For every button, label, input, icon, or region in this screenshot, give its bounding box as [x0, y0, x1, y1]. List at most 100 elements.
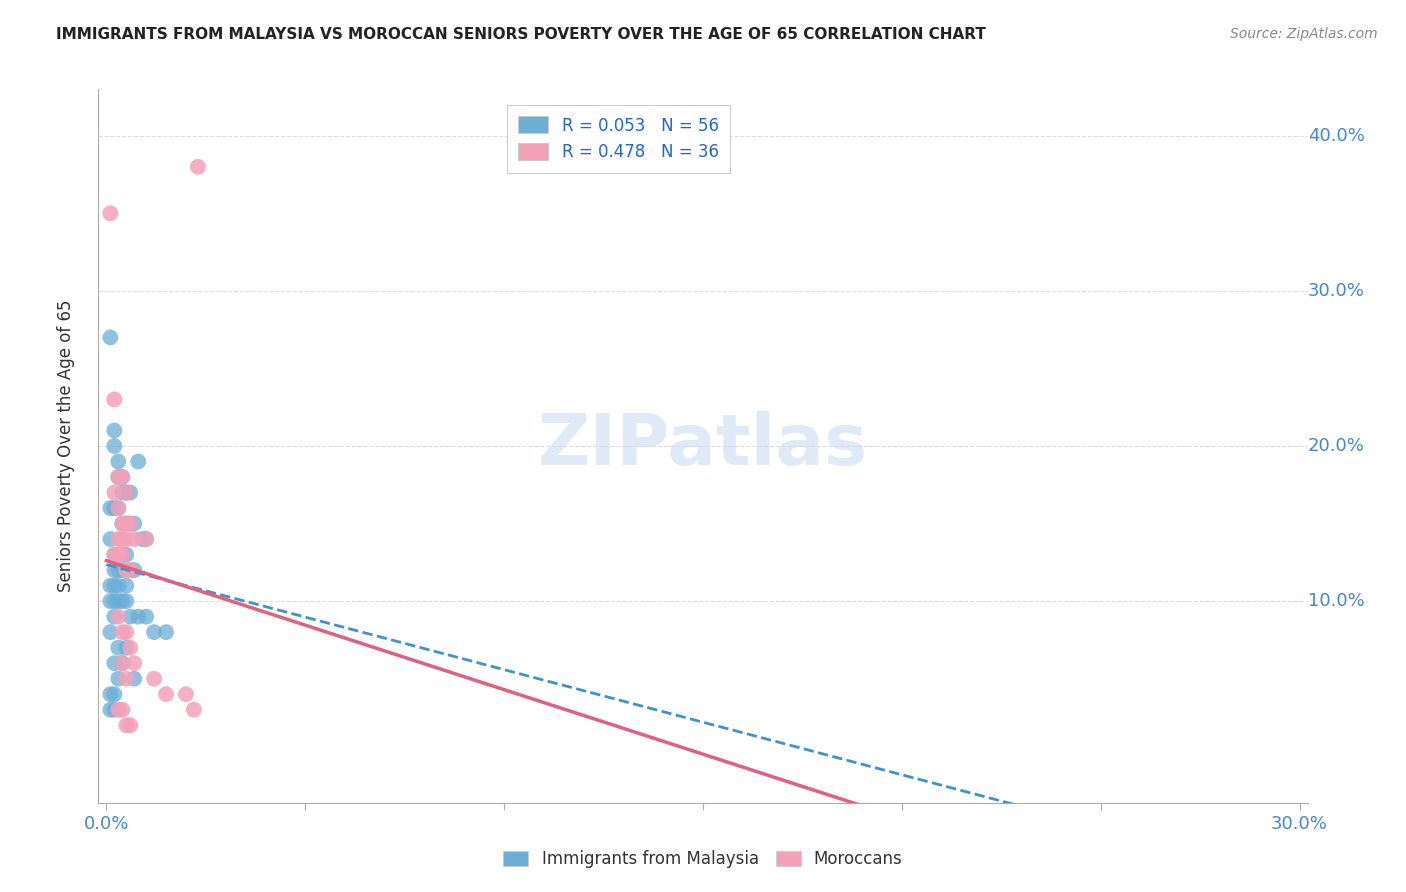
Point	[135, 609, 157, 624]
Point	[107, 563, 129, 577]
Point	[111, 548, 134, 562]
Point	[103, 703, 125, 717]
Point	[111, 548, 134, 562]
Point	[115, 548, 138, 562]
Legend: Immigrants from Malaysia, Moroccans: Immigrants from Malaysia, Moroccans	[496, 844, 910, 875]
Point	[111, 516, 134, 531]
Point	[111, 625, 134, 640]
Point	[183, 703, 205, 717]
Point	[122, 516, 145, 531]
Point	[120, 563, 142, 577]
Point	[103, 548, 125, 562]
Point	[107, 609, 129, 624]
Point	[107, 703, 129, 717]
Point	[107, 532, 129, 546]
Point	[122, 532, 145, 546]
Point	[107, 501, 129, 516]
Point	[98, 330, 121, 344]
Point	[103, 594, 125, 608]
Point	[103, 609, 125, 624]
Point	[98, 501, 121, 516]
Point	[120, 516, 142, 531]
Point	[115, 672, 138, 686]
Point	[107, 672, 129, 686]
Text: 20.0%: 20.0%	[1308, 437, 1364, 455]
Point	[127, 609, 149, 624]
Point	[107, 501, 129, 516]
Point	[111, 563, 134, 577]
Point	[103, 485, 125, 500]
Text: 10.0%: 10.0%	[1308, 592, 1364, 610]
Point	[103, 424, 125, 438]
Point	[103, 563, 125, 577]
Point	[107, 470, 129, 484]
Point	[111, 470, 134, 484]
Point	[107, 548, 129, 562]
Point	[122, 563, 145, 577]
Point	[111, 703, 134, 717]
Point	[111, 516, 134, 531]
Point	[103, 579, 125, 593]
Point	[155, 625, 177, 640]
Point	[115, 485, 138, 500]
Point	[120, 563, 142, 577]
Point	[107, 594, 129, 608]
Point	[131, 532, 153, 546]
Text: ZIPatlas: ZIPatlas	[538, 411, 868, 481]
Point	[115, 485, 138, 500]
Text: Source: ZipAtlas.com: Source: ZipAtlas.com	[1230, 27, 1378, 41]
Point	[103, 656, 125, 670]
Point	[120, 718, 142, 732]
Point	[135, 532, 157, 546]
Point	[115, 516, 138, 531]
Point	[103, 687, 125, 701]
Y-axis label: Seniors Poverty Over the Age of 65: Seniors Poverty Over the Age of 65	[56, 300, 75, 592]
Point	[107, 454, 129, 468]
Point	[127, 454, 149, 468]
Point	[115, 579, 138, 593]
Point	[111, 656, 134, 670]
Legend: R = 0.053   N = 56, R = 0.478   N = 36: R = 0.053 N = 56, R = 0.478 N = 36	[506, 104, 730, 173]
Point	[143, 672, 166, 686]
Point	[187, 160, 209, 174]
Point	[122, 656, 145, 670]
Point	[98, 687, 121, 701]
Point	[98, 625, 121, 640]
Point	[115, 563, 138, 577]
Point	[111, 485, 134, 500]
Point	[107, 470, 129, 484]
Point	[120, 516, 142, 531]
Point	[115, 640, 138, 655]
Point	[111, 470, 134, 484]
Point	[155, 687, 177, 701]
Point	[98, 532, 121, 546]
Point	[107, 640, 129, 655]
Point	[111, 532, 134, 546]
Point	[103, 548, 125, 562]
Point	[98, 206, 121, 220]
Point	[115, 485, 138, 500]
Point	[115, 516, 138, 531]
Point	[115, 718, 138, 732]
Point	[98, 703, 121, 717]
Text: 30.0%: 30.0%	[1308, 282, 1364, 300]
Point	[120, 609, 142, 624]
Point	[103, 392, 125, 407]
Text: IMMIGRANTS FROM MALAYSIA VS MOROCCAN SENIORS POVERTY OVER THE AGE OF 65 CORRELAT: IMMIGRANTS FROM MALAYSIA VS MOROCCAN SEN…	[56, 27, 986, 42]
Point	[115, 594, 138, 608]
Point	[122, 672, 145, 686]
Point	[120, 640, 142, 655]
Text: 40.0%: 40.0%	[1308, 127, 1364, 145]
Point	[111, 594, 134, 608]
Point	[115, 532, 138, 546]
Point	[103, 501, 125, 516]
Point	[111, 656, 134, 670]
Point	[107, 548, 129, 562]
Point	[135, 532, 157, 546]
Point	[115, 625, 138, 640]
Point	[143, 625, 166, 640]
Point	[107, 579, 129, 593]
Point	[103, 439, 125, 453]
Point	[120, 485, 142, 500]
Point	[98, 594, 121, 608]
